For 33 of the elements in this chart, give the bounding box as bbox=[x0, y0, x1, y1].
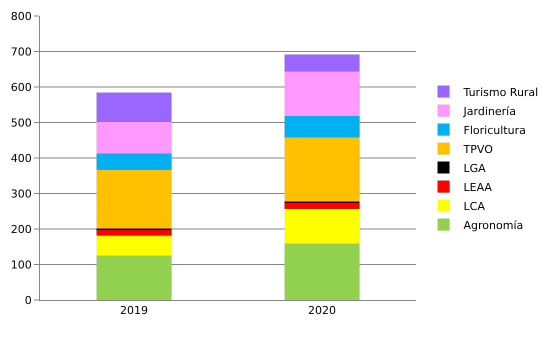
bar bbox=[96, 122, 172, 154]
y-tick-label: 200 bbox=[10, 222, 32, 236]
bar bbox=[96, 256, 172, 300]
bar bbox=[96, 170, 172, 229]
legend-label: LEAA bbox=[464, 180, 492, 194]
bar bbox=[96, 92, 172, 122]
y-tick-label: 800 bbox=[10, 10, 32, 23]
bar bbox=[284, 244, 360, 300]
x-tick-label: 2020 bbox=[308, 304, 336, 318]
x-tick-label: 2019 bbox=[120, 304, 148, 318]
legend-label: Floricultura bbox=[464, 124, 526, 137]
bar bbox=[284, 208, 360, 244]
y-tick-label: 600 bbox=[10, 80, 32, 94]
bar bbox=[96, 235, 172, 256]
bar bbox=[284, 71, 360, 116]
bar bbox=[96, 229, 172, 236]
legend-label: LCA bbox=[464, 200, 486, 213]
y-tick-label: 400 bbox=[10, 152, 32, 165]
y-tick-label: 100 bbox=[10, 258, 32, 272]
bar bbox=[284, 137, 360, 202]
y-tick-label: 500 bbox=[10, 116, 32, 130]
y-tick-label: 300 bbox=[10, 187, 32, 200]
bar bbox=[284, 54, 360, 72]
legend-label: Jardinería bbox=[462, 104, 516, 118]
legend-label: Agronomía bbox=[464, 218, 524, 232]
bar bbox=[96, 154, 172, 170]
bar bbox=[284, 202, 360, 209]
y-tick-label: 0 bbox=[24, 294, 32, 307]
legend-label: LGA bbox=[464, 162, 486, 175]
bar bbox=[284, 116, 360, 138]
y-tick-label: 700 bbox=[10, 45, 32, 58]
legend-label: TPVO bbox=[462, 142, 494, 156]
legend-label: Turismo Rural bbox=[462, 86, 538, 99]
